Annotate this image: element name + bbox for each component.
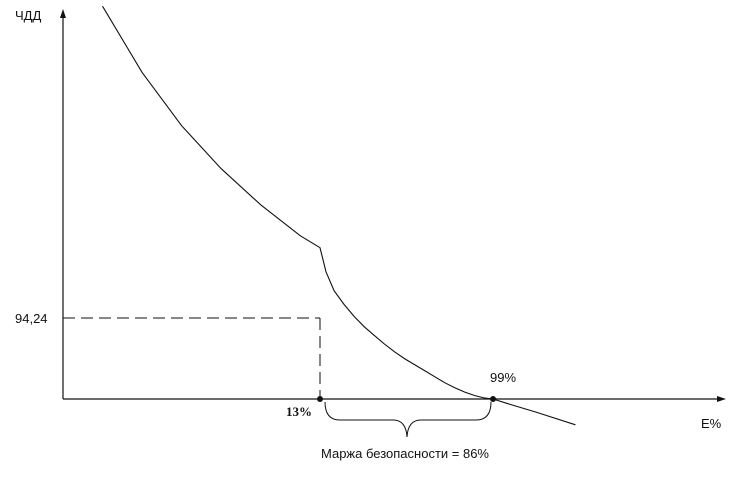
y-value-label: 94,24 [15,311,48,326]
y-axis-label: ЧДД [15,8,41,23]
x-value-label: 13% [286,404,312,419]
x-axis-label: Е% [701,416,722,431]
y-axis-arrow-icon [60,9,66,18]
point-irr [490,396,496,402]
point-discount-rate [317,396,323,402]
npv-curve [102,5,576,426]
safety-margin-label: Маржа безопасности = 86% [321,446,489,461]
safety-margin-brace [324,401,492,438]
irr-label: 99% [490,370,516,385]
x-axis-arrow-icon [717,396,726,402]
